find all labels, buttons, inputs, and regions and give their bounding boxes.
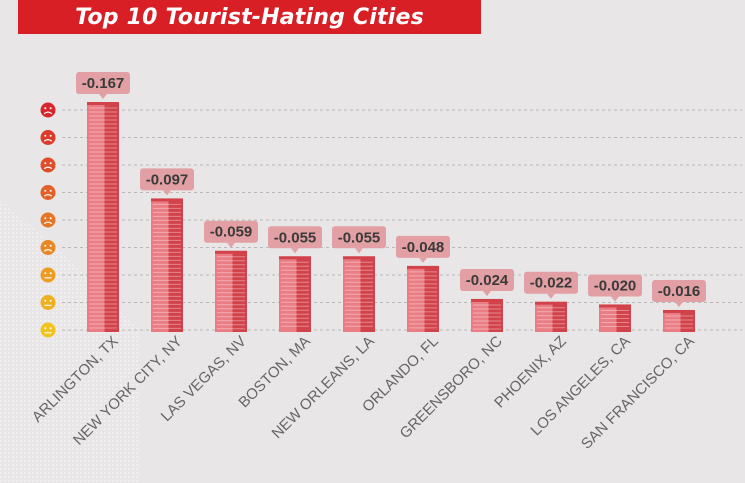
value-label: -0.055 bbox=[268, 226, 322, 254]
bar bbox=[599, 304, 631, 332]
sad-face-icon bbox=[40, 240, 56, 255]
bar bbox=[343, 256, 375, 332]
bars bbox=[87, 102, 695, 332]
sad-face-icon bbox=[40, 157, 56, 173]
value-label-text: -0.059 bbox=[210, 224, 253, 241]
bar bbox=[215, 250, 247, 332]
value-label: -0.097 bbox=[140, 168, 194, 196]
value-label-text: -0.022 bbox=[530, 275, 573, 292]
value-label-text: -0.097 bbox=[146, 171, 189, 188]
neutral-face-icon bbox=[40, 322, 56, 338]
value-label: -0.048 bbox=[396, 235, 450, 263]
dotted-background-pattern bbox=[0, 200, 140, 483]
value-label-text: -0.167 bbox=[82, 75, 125, 92]
bar bbox=[279, 256, 311, 332]
bar bbox=[663, 309, 695, 332]
chart-title-banner: Top 10 Tourist-Hating Cities bbox=[18, 0, 481, 34]
bar bbox=[407, 265, 439, 332]
bar bbox=[535, 301, 567, 332]
neutral-face-icon bbox=[40, 267, 56, 283]
value-label-text: -0.055 bbox=[274, 229, 317, 246]
value-label: -0.020 bbox=[588, 274, 642, 302]
value-label: -0.059 bbox=[204, 220, 258, 248]
sad-face-icon bbox=[40, 212, 56, 228]
value-label: -0.022 bbox=[524, 271, 578, 299]
bar bbox=[151, 198, 183, 332]
value-label-text: -0.020 bbox=[594, 277, 637, 294]
sentiment-scale bbox=[40, 102, 56, 338]
value-labels: -0.167 -0.097 -0.059 -0.055 -0.055 -0.048 -0.0… bbox=[76, 72, 706, 307]
value-label-text: -0.024 bbox=[466, 272, 509, 289]
sad-face-icon bbox=[40, 185, 56, 200]
bar bbox=[471, 298, 503, 332]
value-label-text: -0.048 bbox=[402, 239, 445, 256]
value-label: -0.055 bbox=[332, 226, 386, 254]
chart-title: Top 10 Tourist-Hating Cities bbox=[75, 4, 424, 30]
sad-face-icon bbox=[40, 102, 56, 118]
bar bbox=[87, 102, 119, 332]
neutral-face-icon bbox=[40, 295, 56, 310]
category-label: SAN FRANCISCO, CA bbox=[578, 333, 698, 453]
value-label-text: -0.055 bbox=[338, 229, 381, 246]
value-label: -0.016 bbox=[652, 279, 706, 307]
sad-face-icon bbox=[40, 130, 56, 145]
value-label-text: -0.016 bbox=[658, 283, 701, 300]
value-label: -0.024 bbox=[460, 268, 514, 296]
value-label: -0.167 bbox=[76, 72, 130, 99]
